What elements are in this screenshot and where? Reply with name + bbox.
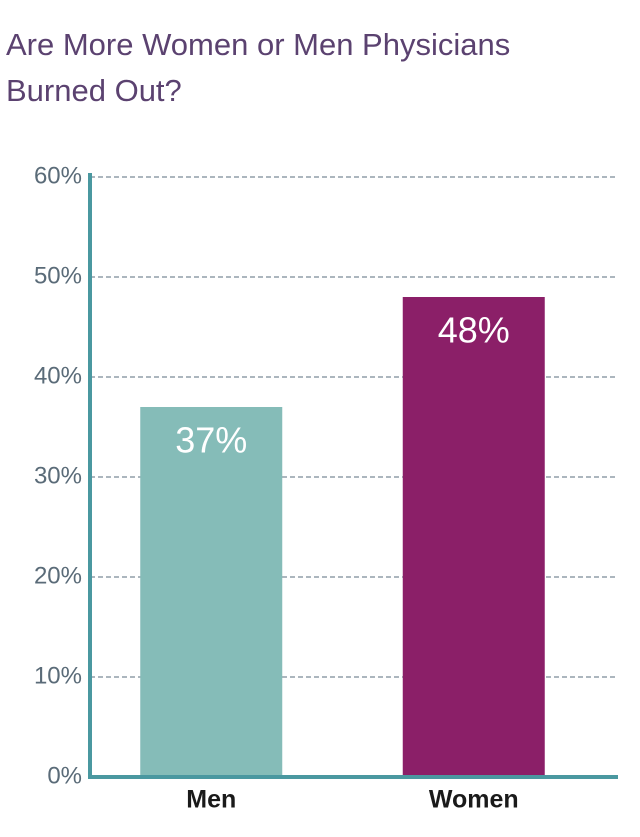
y-tick-label: 40% [34, 362, 82, 389]
bar [140, 407, 283, 777]
y-tick-label: 0% [47, 762, 82, 789]
x-tick-label: Men [186, 786, 236, 814]
value-label: 37% [175, 420, 247, 461]
chart-title: Are More Women or Men Physicians Burned … [6, 27, 511, 108]
value-label: 48% [438, 310, 510, 351]
y-tick-label: 20% [34, 562, 82, 589]
y-tick-label: 30% [34, 462, 82, 489]
x-tick-label: Women [429, 786, 519, 814]
y-tick-label: 10% [34, 662, 82, 689]
y-tick-label: 50% [34, 262, 82, 289]
bar [402, 297, 545, 777]
y-tick-label: 60% [34, 162, 82, 189]
